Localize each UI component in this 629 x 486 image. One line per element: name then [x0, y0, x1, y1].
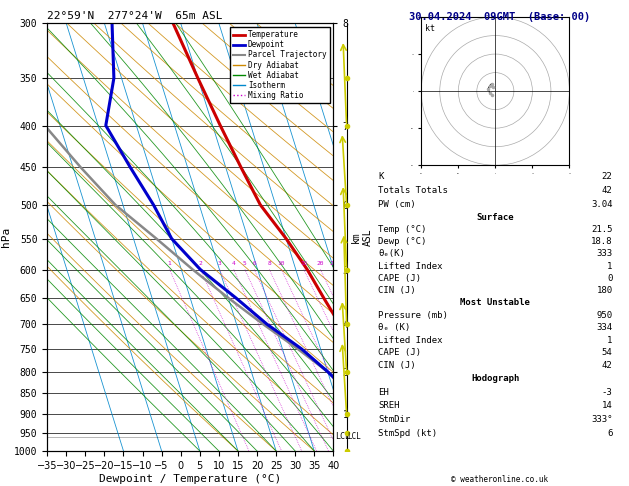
Text: CIN (J): CIN (J) — [378, 286, 416, 295]
Text: 8: 8 — [267, 261, 271, 266]
Text: 1: 1 — [168, 261, 172, 266]
Text: Lifted Index: Lifted Index — [378, 336, 443, 345]
Text: 42: 42 — [602, 186, 613, 195]
Text: 2: 2 — [199, 261, 203, 266]
Y-axis label: km
ASL: km ASL — [351, 228, 372, 246]
Text: PW (cm): PW (cm) — [378, 200, 416, 209]
Text: 15: 15 — [300, 261, 308, 266]
Text: StmSpd (kt): StmSpd (kt) — [378, 429, 437, 437]
Text: K: K — [378, 173, 384, 181]
Text: 10: 10 — [277, 261, 285, 266]
Text: 20: 20 — [316, 261, 324, 266]
Text: -3: -3 — [602, 388, 613, 397]
Text: 180: 180 — [596, 286, 613, 295]
Text: Temp (°C): Temp (°C) — [378, 225, 426, 234]
Text: Surface: Surface — [477, 213, 514, 222]
Text: 21.5: 21.5 — [591, 225, 613, 234]
Text: 6: 6 — [252, 261, 256, 266]
Text: CAPE (J): CAPE (J) — [378, 274, 421, 283]
Text: 1: 1 — [607, 336, 613, 345]
Text: 3.04: 3.04 — [591, 200, 613, 209]
Text: Pressure (mb): Pressure (mb) — [378, 311, 448, 320]
Text: 3: 3 — [218, 261, 221, 266]
Text: 4: 4 — [232, 261, 236, 266]
Text: 22°59'N  277°24'W  65m ASL: 22°59'N 277°24'W 65m ASL — [47, 11, 223, 21]
Text: 950: 950 — [596, 311, 613, 320]
Text: 333: 333 — [596, 249, 613, 259]
Text: StmDir: StmDir — [378, 415, 410, 424]
Text: 334: 334 — [596, 323, 613, 332]
Text: Dewp (°C): Dewp (°C) — [378, 237, 426, 246]
Text: 54: 54 — [602, 348, 613, 358]
Text: 18.8: 18.8 — [591, 237, 613, 246]
Text: Lifted Index: Lifted Index — [378, 261, 443, 271]
Text: θₑ(K): θₑ(K) — [378, 249, 405, 259]
Text: 30.04.2024  09GMT  (Base: 00): 30.04.2024 09GMT (Base: 00) — [409, 12, 591, 22]
Text: LCL: LCL — [347, 432, 361, 441]
Text: © weatheronline.co.uk: © weatheronline.co.uk — [452, 474, 548, 484]
Text: 1: 1 — [607, 261, 613, 271]
Text: kt: kt — [425, 24, 435, 34]
Text: 333°: 333° — [591, 415, 613, 424]
Text: 14: 14 — [602, 401, 613, 410]
Text: θₑ (K): θₑ (K) — [378, 323, 410, 332]
Text: CIN (J): CIN (J) — [378, 361, 416, 370]
Text: EH: EH — [378, 388, 389, 397]
Text: Hodograph: Hodograph — [471, 374, 520, 383]
Text: Most Unstable: Most Unstable — [460, 298, 530, 307]
Text: 0: 0 — [607, 274, 613, 283]
Text: SREH: SREH — [378, 401, 399, 410]
Text: LCL: LCL — [335, 432, 350, 441]
Text: 5: 5 — [243, 261, 247, 266]
Text: Totals Totals: Totals Totals — [378, 186, 448, 195]
X-axis label: Dewpoint / Temperature (°C): Dewpoint / Temperature (°C) — [99, 473, 281, 484]
Text: CAPE (J): CAPE (J) — [378, 348, 421, 358]
Text: 6: 6 — [607, 429, 613, 437]
Text: 42: 42 — [602, 361, 613, 370]
Y-axis label: hPa: hPa — [1, 227, 11, 247]
Legend: Temperature, Dewpoint, Parcel Trajectory, Dry Adiabat, Wet Adiabat, Isotherm, Mi: Temperature, Dewpoint, Parcel Trajectory… — [230, 27, 330, 103]
Text: 25: 25 — [330, 261, 337, 266]
Text: 22: 22 — [602, 173, 613, 181]
